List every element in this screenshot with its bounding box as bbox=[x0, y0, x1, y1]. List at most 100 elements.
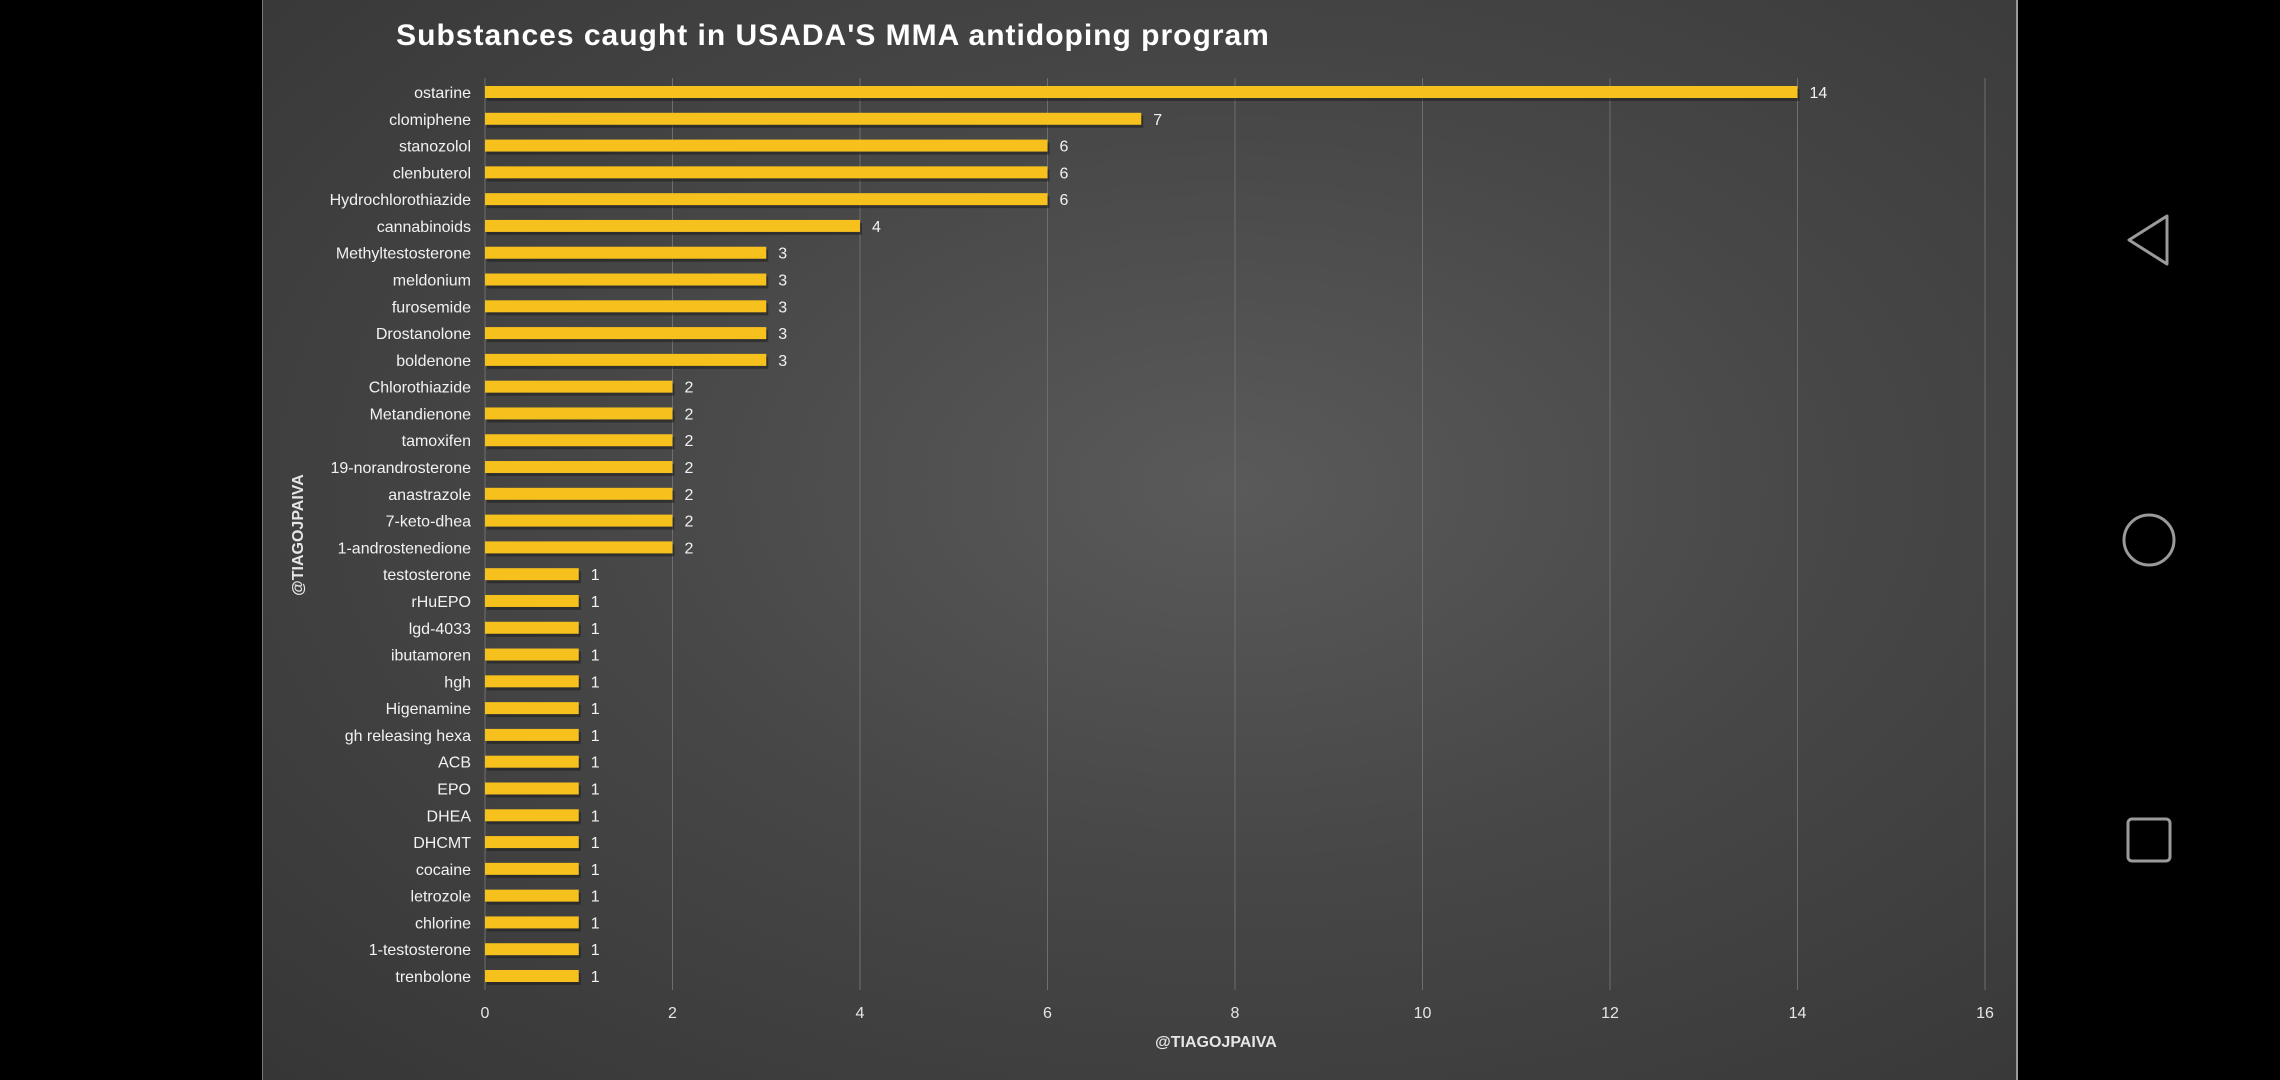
bar bbox=[485, 273, 767, 286]
value-label: 1 bbox=[591, 648, 600, 665]
x-tick-label: 0 bbox=[481, 1005, 490, 1022]
x-tick-label: 16 bbox=[1976, 1005, 1994, 1022]
value-label: 1 bbox=[591, 728, 600, 745]
x-tick-label: 4 bbox=[856, 1005, 865, 1022]
value-label: 2 bbox=[685, 460, 694, 477]
value-label: 1 bbox=[591, 889, 600, 906]
category-label: meldonium bbox=[393, 273, 471, 290]
category-label: Drostanolone bbox=[376, 326, 471, 343]
category-label: boldenone bbox=[396, 353, 471, 370]
value-label: 6 bbox=[1060, 139, 1069, 156]
x-axis-ticks: 0 2 4 6 8 10 12 14 16 bbox=[481, 1005, 1994, 1022]
value-label: 1 bbox=[591, 969, 600, 986]
bar-chart: Substances caught in USADA'S MMA antidop… bbox=[290, 19, 1994, 1051]
category-label: Higenamine bbox=[386, 701, 471, 718]
bar bbox=[485, 461, 673, 474]
value-label: 3 bbox=[778, 273, 787, 290]
category-label: ibutamoren bbox=[391, 648, 471, 665]
category-label: clomiphene bbox=[389, 112, 471, 129]
value-label: 14 bbox=[1810, 85, 1828, 102]
chart-title: Substances caught in USADA'S MMA antidop… bbox=[396, 19, 1270, 52]
value-label: 1 bbox=[591, 701, 600, 718]
value-label: 3 bbox=[778, 246, 787, 263]
category-label: cocaine bbox=[416, 862, 471, 879]
recents-button[interactable] bbox=[2018, 780, 2280, 900]
category-label: rHuEPO bbox=[411, 594, 471, 611]
category-label: anastrazole bbox=[388, 487, 471, 504]
value-label: 1 bbox=[591, 942, 600, 959]
bar bbox=[485, 889, 579, 902]
bar bbox=[485, 836, 579, 849]
category-label: DHCMT bbox=[413, 835, 471, 852]
category-label: Metandienone bbox=[370, 406, 472, 423]
value-label: 3 bbox=[778, 299, 787, 316]
category-label: stanozolol bbox=[399, 139, 471, 156]
bar bbox=[485, 568, 579, 581]
category-label: clenbuterol bbox=[393, 165, 471, 182]
value-label: 1 bbox=[591, 862, 600, 879]
bar bbox=[485, 407, 673, 420]
category-label: letrozole bbox=[411, 889, 472, 906]
value-label: 1 bbox=[591, 594, 600, 611]
category-label: cannabinoids bbox=[377, 219, 471, 236]
bar bbox=[485, 594, 579, 607]
value-labels: 14 7 6 6 6 4 3 3 3 3 3 2 2 2 2 2 2 2 1 1 1 1 1 1 1 1 1 1 1 1 1 1 1 1 bbox=[591, 85, 1828, 986]
bar bbox=[485, 219, 860, 232]
bar bbox=[485, 514, 673, 527]
value-label: 4 bbox=[872, 219, 881, 236]
x-tick-label: 2 bbox=[668, 1005, 677, 1022]
category-label: chlorine bbox=[415, 915, 471, 932]
square-recents-icon bbox=[2126, 817, 2172, 863]
bar bbox=[485, 862, 579, 875]
category-label: 19-norandrosterone bbox=[330, 460, 471, 477]
category-label: furosemide bbox=[392, 299, 471, 316]
value-label: 2 bbox=[685, 514, 694, 531]
bars bbox=[485, 86, 1800, 985]
category-label: trenbolone bbox=[395, 969, 471, 986]
category-label: lgd-4033 bbox=[409, 621, 471, 638]
x-tick-label: 12 bbox=[1601, 1005, 1619, 1022]
circle-home-icon bbox=[2122, 513, 2176, 567]
value-label: 3 bbox=[778, 353, 787, 370]
bar bbox=[485, 541, 673, 554]
category-label: 7-keto-dhea bbox=[386, 514, 471, 531]
x-axis-title: @TIAGOJPAIVA bbox=[1155, 1034, 1277, 1051]
value-label: 2 bbox=[685, 540, 694, 557]
value-label: 1 bbox=[591, 755, 600, 772]
y-axis-title: @TIAGOJPAIVA bbox=[290, 474, 307, 596]
bar bbox=[485, 327, 767, 340]
home-button[interactable] bbox=[2018, 480, 2280, 600]
x-tick-label: 14 bbox=[1789, 1005, 1807, 1022]
bar bbox=[485, 112, 1142, 125]
value-label: 6 bbox=[1060, 192, 1069, 209]
category-label: tamoxifen bbox=[402, 433, 471, 450]
bar bbox=[485, 728, 579, 741]
value-label: 2 bbox=[685, 406, 694, 423]
gridlines bbox=[484, 78, 1986, 990]
android-navigation-bar bbox=[2018, 0, 2280, 1080]
bar bbox=[485, 86, 1798, 98]
bar bbox=[485, 916, 579, 929]
value-label: 1 bbox=[591, 621, 600, 638]
value-label: 1 bbox=[591, 835, 600, 852]
value-label: 3 bbox=[778, 326, 787, 343]
value-label: 1 bbox=[591, 674, 600, 691]
category-label: ostarine bbox=[414, 85, 471, 102]
category-labels: ostarine clomiphene stanozolol clenbuterol H… bbox=[330, 85, 472, 986]
bar bbox=[485, 380, 673, 393]
bar bbox=[485, 434, 673, 447]
bar bbox=[485, 353, 767, 366]
bar bbox=[485, 487, 673, 500]
bar bbox=[485, 755, 579, 768]
bar bbox=[485, 675, 579, 688]
x-tick-label: 8 bbox=[1231, 1005, 1240, 1022]
category-label: 1-testosterone bbox=[369, 942, 471, 959]
bar bbox=[485, 193, 1048, 206]
value-label: 1 bbox=[591, 781, 600, 798]
back-button[interactable] bbox=[2018, 180, 2280, 300]
bar bbox=[485, 300, 767, 313]
category-label: DHEA bbox=[427, 808, 472, 825]
bar bbox=[485, 809, 579, 822]
value-label: 1 bbox=[591, 915, 600, 932]
x-tick-label: 6 bbox=[1043, 1005, 1052, 1022]
